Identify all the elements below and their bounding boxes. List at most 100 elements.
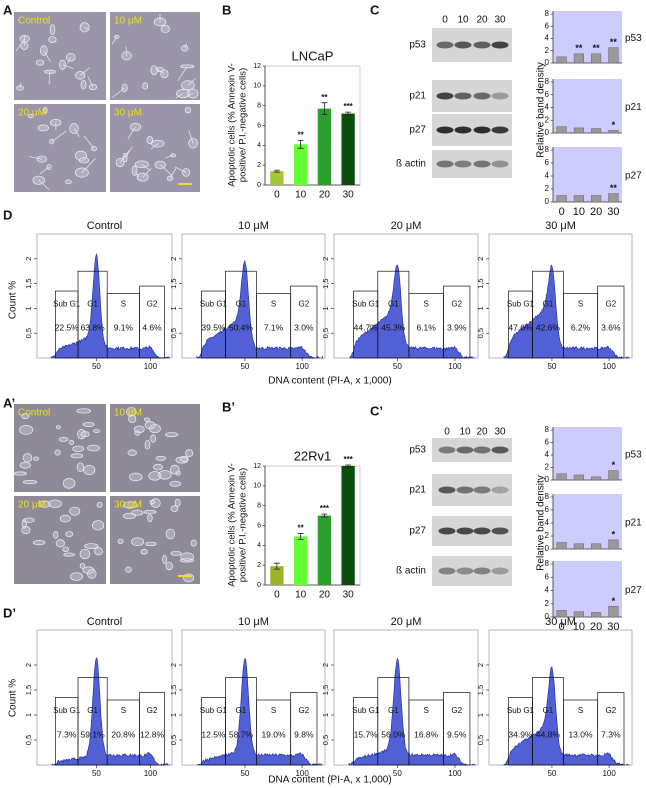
error-bar <box>273 169 280 173</box>
histogram <box>196 259 324 359</box>
cell <box>145 541 157 547</box>
blot-band <box>491 486 509 494</box>
bar <box>341 466 355 585</box>
protein-label: p21 <box>409 91 426 102</box>
x-tick-label: 10 <box>295 590 307 601</box>
neurite <box>175 93 184 99</box>
micrograph-image <box>110 12 200 100</box>
cell <box>125 566 132 573</box>
y-tick-label: 6 <box>545 505 550 514</box>
gate-percent: 15.7% <box>354 729 379 739</box>
panel-label: B <box>222 2 231 17</box>
x-tick-label: 100 <box>295 769 309 778</box>
significance: ** <box>575 43 583 53</box>
cell <box>82 422 95 427</box>
bar <box>608 539 619 550</box>
cell <box>76 462 85 473</box>
condition-label: Control <box>18 16 50 27</box>
neurite <box>188 130 194 144</box>
blot-band <box>436 92 454 100</box>
neurite <box>38 179 50 191</box>
neurite <box>141 164 151 171</box>
cell <box>65 179 72 185</box>
cell <box>140 549 148 555</box>
blot-band <box>491 446 509 454</box>
bar <box>556 610 567 618</box>
cell <box>59 514 71 523</box>
y-tick-label: 2 <box>257 162 261 169</box>
y-axis-label: Relative band density <box>536 62 547 158</box>
cell <box>84 543 99 549</box>
panel-label: A <box>3 2 13 17</box>
panel-label: C <box>370 2 380 17</box>
cell <box>33 456 39 461</box>
x-tick-label: 20 <box>590 206 602 218</box>
gate-label: Sub G1 <box>507 300 535 309</box>
lane-label: 30 <box>494 427 506 438</box>
cell <box>153 463 163 471</box>
neurite <box>111 87 125 99</box>
gate-label: G1 <box>388 706 399 715</box>
gate <box>443 692 471 766</box>
plot-title: Control <box>87 616 122 628</box>
cell <box>49 24 56 36</box>
cell <box>58 437 69 442</box>
gate-label: S <box>578 706 583 715</box>
cell <box>144 439 151 450</box>
x-tick-label: 10 <box>295 190 307 201</box>
error-bar <box>321 513 328 518</box>
neurite <box>164 155 174 159</box>
blot-band <box>456 567 474 575</box>
neurite <box>67 57 72 64</box>
y-tick-label: 1 <box>321 713 330 717</box>
blot-band <box>438 567 456 575</box>
neurite <box>19 82 22 89</box>
y-tick-label: 8 <box>545 492 550 501</box>
y-tick-label: 6 <box>545 572 550 581</box>
neurite <box>177 66 188 81</box>
micrograph-image <box>14 12 106 100</box>
bar <box>293 144 308 185</box>
gate-percent: 9.5% <box>447 729 467 739</box>
blot-band <box>454 41 472 49</box>
cell <box>142 82 149 90</box>
gate-percent: 22.5% <box>55 322 80 332</box>
bar <box>591 543 602 550</box>
gate-percent: 19.0% <box>261 729 286 739</box>
micrograph: 10 μM <box>110 404 200 492</box>
blot-band <box>454 92 472 100</box>
blot-band <box>473 41 491 49</box>
blot-band <box>438 446 456 454</box>
histogram <box>196 657 323 766</box>
y-tick-label: 6 <box>545 90 550 99</box>
cell <box>62 546 70 552</box>
y-axis-label: positive/ P.I.-negative cells) <box>238 68 249 182</box>
cell <box>162 554 168 565</box>
x-tick-label: 20 <box>319 590 331 601</box>
x-tick-label: 100 <box>448 769 462 778</box>
x-tick-label: 0 <box>559 621 565 633</box>
cell <box>23 517 35 523</box>
cell <box>19 461 31 469</box>
blot-band <box>438 527 456 535</box>
cell <box>143 509 157 514</box>
cell <box>87 444 101 452</box>
bar <box>270 566 284 585</box>
gate-percent: 7.3% <box>57 729 77 739</box>
y-tick-label: 2 <box>476 663 485 667</box>
gate-percent: 16.8% <box>414 729 439 739</box>
cell <box>54 449 61 456</box>
cell <box>38 500 51 508</box>
y-tick-label: 1,5 <box>321 278 330 288</box>
significance: * <box>612 460 616 470</box>
condition-label: 30 μM <box>114 500 142 511</box>
bar <box>573 611 584 618</box>
cell <box>37 124 49 132</box>
x-tick-label: 100 <box>144 769 158 778</box>
gate-percent: 44.7% <box>354 322 379 332</box>
y-tick-label: 1,5 <box>169 278 178 288</box>
cell <box>129 472 143 482</box>
cell <box>87 569 97 579</box>
y-tick-label: 0,5 <box>476 735 485 745</box>
bar <box>608 193 619 203</box>
